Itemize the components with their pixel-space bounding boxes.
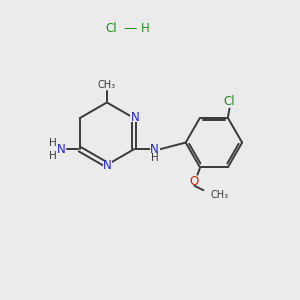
Text: CH₃: CH₃ [98,80,116,90]
Text: Cl: Cl [224,95,235,108]
Text: N: N [103,159,112,172]
Text: N: N [56,143,65,156]
FancyBboxPatch shape [130,113,140,122]
FancyBboxPatch shape [190,177,199,185]
FancyBboxPatch shape [150,145,160,153]
Text: H: H [151,153,159,163]
Text: Cl: Cl [106,22,117,34]
Text: N: N [150,143,159,156]
Text: —: — [123,22,136,34]
Text: O: O [190,175,199,188]
Text: H: H [49,138,56,148]
Text: H: H [49,151,56,161]
Text: H: H [141,22,150,34]
FancyBboxPatch shape [56,145,66,153]
FancyBboxPatch shape [97,80,117,89]
Text: CH₃: CH₃ [211,190,229,200]
FancyBboxPatch shape [103,161,112,169]
Text: N: N [131,111,140,124]
